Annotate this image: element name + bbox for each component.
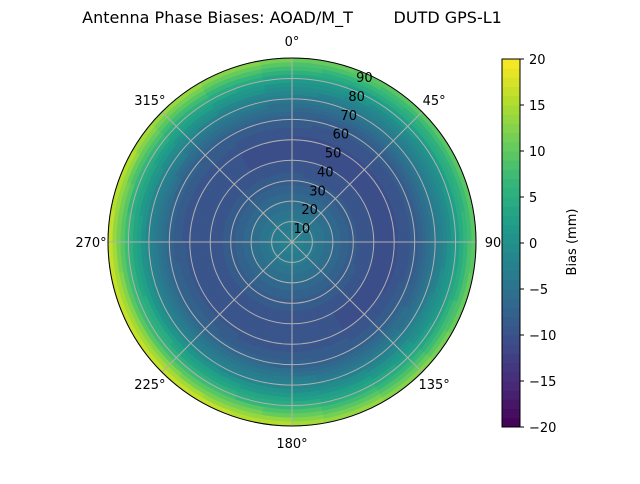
colorbar-level [502, 114, 520, 124]
theta-tick-label: 315° [134, 94, 165, 109]
r-tick-labels: 10 20 30 40 50 60 70 80 90 [294, 71, 373, 237]
theta-tick-label: 270° [75, 236, 106, 251]
theta-tick-label: 90 [485, 236, 502, 251]
colorbar-level [502, 132, 520, 143]
heatmap-cell [258, 241, 265, 249]
colorbar-tick-label: 20 [529, 53, 546, 68]
colorbar-level [502, 417, 520, 428]
colorbar-level [502, 298, 520, 308]
polar-frame [107, 57, 477, 427]
colorbar-level [502, 307, 520, 318]
colorbar-tick-label: −5 [529, 283, 548, 298]
heatmap-cell [263, 241, 269, 248]
heatmap-cell [319, 235, 326, 243]
colorbar-level [502, 316, 520, 327]
colorbar-level [502, 243, 520, 253]
colorbar-level [502, 224, 520, 235]
theta-gridline [161, 241, 293, 373]
r-tick-label: 80 [348, 90, 365, 105]
heatmap-cell [291, 265, 298, 271]
colorbar-level [502, 233, 520, 244]
colorbar-tick-label: −20 [529, 421, 556, 436]
heatmap-cell [285, 208, 293, 215]
colorbar-level [502, 381, 520, 391]
colorbar-level [502, 95, 520, 106]
colorbar-level [502, 178, 520, 189]
colorbar-level [502, 289, 520, 299]
theta-gridline [291, 111, 423, 243]
colorbar-level [502, 141, 520, 152]
heatmap-cells [107, 57, 477, 427]
colorbar-level [502, 353, 520, 364]
colorbar-tick-label: −15 [529, 375, 556, 390]
theta-tick-label: 135° [418, 378, 449, 393]
colorbar-tick-label: 0 [529, 237, 537, 252]
colorbar-level [502, 86, 520, 97]
theta-gridline [161, 111, 293, 243]
theta-gridline [291, 241, 423, 373]
r-tick-label: 60 [333, 128, 350, 143]
r-tick-label: 30 [309, 184, 326, 199]
colorbar-level [502, 371, 520, 382]
r-tick-label: 90 [356, 71, 373, 86]
colorbar-tick-label: 10 [529, 145, 546, 160]
colorbar-level [502, 261, 520, 272]
colorbar-level [502, 215, 520, 226]
colorbar-tick-label: −10 [529, 329, 556, 344]
colorbar-level [502, 105, 520, 115]
colorbar-tick-label: 15 [529, 99, 546, 114]
colorbar-level [502, 252, 520, 262]
colorbar-level [502, 362, 520, 373]
r-tick-label: 50 [325, 147, 342, 162]
polar-grid [107, 57, 477, 427]
colorbar-level [502, 335, 520, 345]
r-tick-label: 40 [317, 165, 334, 180]
r-tick-label: 70 [340, 109, 357, 124]
theta-tick-label: 45° [423, 94, 446, 109]
colorbar-level [502, 279, 520, 290]
theta-tick-labels: 0° 45° 90 135° 180° 225° 270° 315° [75, 35, 501, 452]
colorbar-level [502, 68, 520, 78]
heatmap-cell [315, 236, 321, 243]
chart-title: Antenna Phase Biases: AOAD/M_T DUTD GPS-… [82, 8, 502, 28]
colorbar-tick-label: 5 [529, 191, 537, 206]
colorbar-level [502, 160, 520, 170]
colorbar [501, 58, 521, 428]
colorbar-level [502, 77, 520, 88]
colorbar-level [502, 390, 520, 400]
colorbar-level [502, 123, 520, 134]
colorbar-level [502, 59, 520, 69]
theta-tick-label: 0° [285, 35, 300, 50]
colorbar-level [502, 151, 520, 161]
colorbar-level [502, 399, 520, 410]
r-tick-label: 20 [301, 203, 318, 218]
colorbar-label: Bias (mm) [565, 209, 580, 276]
theta-tick-label: 225° [134, 378, 165, 393]
colorbar-level [502, 187, 520, 198]
colorbar-level [502, 197, 520, 207]
heatmap-cell [286, 213, 293, 219]
colorbar-level [502, 325, 520, 336]
colorbar-level [502, 270, 520, 281]
colorbar-level [502, 206, 520, 216]
colorbar-ticks: 20 15 10 5 0 −5 −10 −15 −20 [520, 53, 556, 436]
colorbar-level [502, 344, 520, 354]
heatmap-cell [291, 269, 299, 276]
colorbar-level [502, 169, 520, 180]
theta-tick-label: 180° [276, 437, 307, 452]
colorbar-level [502, 408, 520, 419]
r-tick-label: 10 [294, 222, 311, 237]
